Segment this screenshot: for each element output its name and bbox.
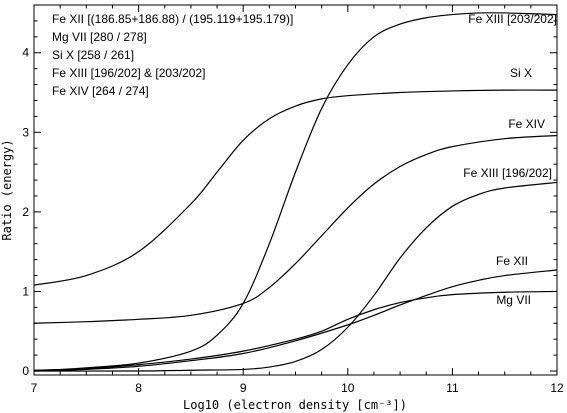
y-tick-label: 2: [22, 205, 29, 219]
series-labels: Fe XIII [203/202] Si X Fe XIV Fe XIII [196/…: [463, 12, 557, 307]
legend-entry: Mg VII [280 / 278]: [52, 30, 147, 44]
series-lines: [33, 12, 558, 372]
series-label-si-x: Si X: [510, 66, 532, 80]
y-axis-title: Ratio (energy): [0, 139, 14, 240]
series-line-si-x: [33, 89, 558, 286]
series-label-fe-xii: Fe XII: [496, 254, 528, 268]
legend-entry: Si X [258 / 261]: [52, 48, 134, 62]
x-axis: 7 8 9 10 11 12: [31, 5, 564, 395]
series-line-fe-xiii-196-202: [33, 181, 558, 372]
x-tick-label: 8: [135, 381, 142, 395]
series-label-fe-xiii-196-202: Fe XIII [196/202]: [463, 166, 552, 180]
series-label-fe-xiv: Fe XIV: [508, 117, 545, 131]
legend-entry: Fe XIV [264 / 274]: [52, 84, 149, 98]
legend-entry: Fe XII [(186.85+186.88) / (195.119+195.1…: [52, 12, 293, 26]
series-line-fe-xiv: [33, 134, 558, 324]
x-axis-title: Log10 (electron density [cm⁻³]): [183, 398, 407, 412]
x-tick-label: 11: [446, 381, 459, 395]
y-tick-label: 4: [22, 46, 29, 60]
y-tick-label: 1: [22, 284, 29, 298]
y-tick-label: 0: [22, 364, 29, 378]
x-tick-label: 12: [550, 381, 564, 395]
y-tick-label: 3: [22, 125, 29, 139]
series-label-mg-vii: Mg VII: [496, 293, 531, 307]
series-line-fe-xiii-203-202: [33, 12, 558, 372]
x-tick-label: 9: [240, 381, 247, 395]
series-label-fe-xiii-203-202: Fe XIII [203/202]: [468, 12, 557, 26]
series-line-mg-vii: [33, 290, 558, 371]
x-tick-label: 7: [31, 381, 38, 395]
legend: Fe XII [(186.85+186.88) / (195.119+195.1…: [52, 12, 293, 98]
series-line-fe-xii: [33, 269, 558, 372]
x-tick-label: 10: [341, 381, 355, 395]
legend-entry: Fe XIII [196/202] & [203/202]: [52, 66, 205, 80]
